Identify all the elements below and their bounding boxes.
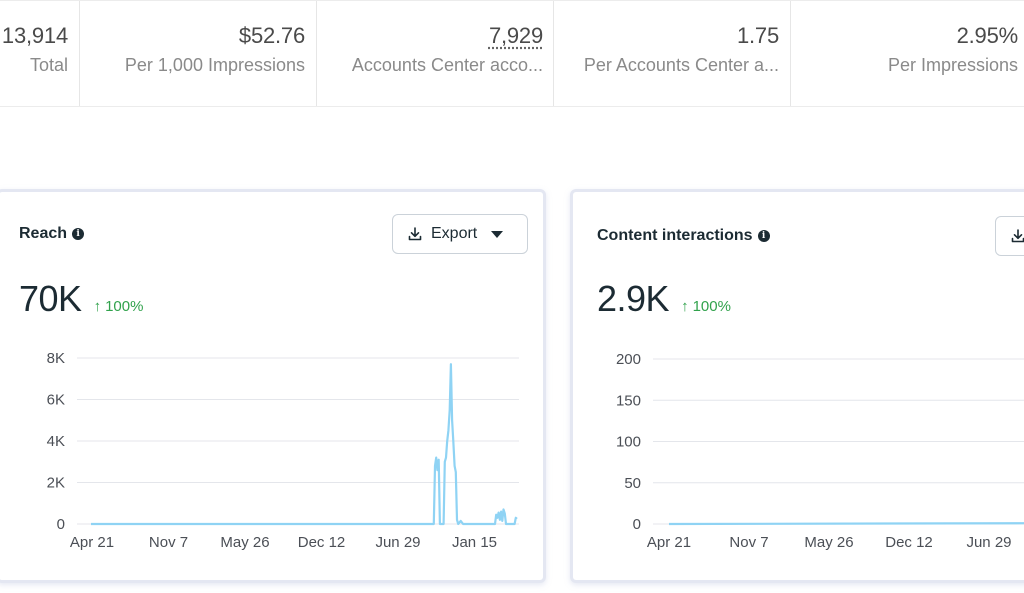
content-interactions-card: Content interactions i 2.9K ↑ 100% 0 50 10… xyxy=(570,189,1024,583)
export-button[interactable] xyxy=(995,216,1024,256)
reach-delta: ↑ 100% xyxy=(94,298,144,315)
metric-per-impressions: 2.95% Per Impressions xyxy=(791,1,1024,106)
x-tick-label: Nov 7 xyxy=(149,534,188,551)
content-interactions-chart: 0 50 100 150 200 Apr 21 Nov 7 May 26 Dec 12 Jun 2… xyxy=(616,351,1024,551)
metric-cpm: $52.76 Per 1,000 Impressions xyxy=(80,1,317,106)
download-icon xyxy=(1011,229,1024,243)
metric-value: 1.75 xyxy=(736,23,779,48)
metric-label: Total xyxy=(29,55,68,75)
export-label: Export xyxy=(431,225,478,242)
x-tick-label: Apr 21 xyxy=(647,534,691,551)
x-tick-label: Dec 12 xyxy=(298,534,346,551)
y-tick-label: 2K xyxy=(47,475,65,492)
reach-summary: 70K ↑ 100% xyxy=(19,278,143,320)
export-button[interactable]: Export xyxy=(392,214,528,254)
x-tick-label: May 26 xyxy=(804,534,853,551)
x-tick-label: Dec 12 xyxy=(885,534,933,551)
y-tick-label: 4K xyxy=(47,433,65,450)
content-interactions-title: Content interactions xyxy=(597,227,753,244)
y-tick-label: 50 xyxy=(624,475,641,492)
metric-value[interactable]: 7,929 xyxy=(488,23,543,48)
content-interactions-summary: 2.9K ↑ 100% xyxy=(597,278,731,320)
metric-total: 13,914 Total xyxy=(0,1,80,106)
content-interactions-value: 2.9K xyxy=(597,278,670,319)
y-tick-label: 8K xyxy=(47,350,65,367)
metric-label: Per 1,000 Impressions xyxy=(124,55,305,75)
x-tick-label: Apr 21 xyxy=(70,534,114,551)
x-tick-label: Jun 29 xyxy=(375,534,420,551)
info-icon[interactable]: i xyxy=(72,228,85,240)
metric-value: $52.76 xyxy=(238,23,305,48)
metric-label: Per Impressions xyxy=(887,55,1018,75)
reach-chart: 0 2K 4K 6K 8K Apr 21 Nov 7 May 26 Dec 12 Jun 29 Ja… xyxy=(47,350,519,551)
metric-label: Per Accounts Center a... xyxy=(583,55,779,75)
x-tick-label: Nov 7 xyxy=(729,534,768,551)
metrics-strip: 13,914 Total $52.76 Per 1,000 Impression… xyxy=(0,0,1024,107)
caret-down-icon xyxy=(491,230,504,238)
reach-title: Reach xyxy=(19,225,68,242)
reach-value: 70K xyxy=(19,278,82,319)
metric-value: 13,914 xyxy=(1,23,68,48)
y-tick-label: 100 xyxy=(616,434,641,451)
download-icon xyxy=(408,227,422,241)
x-tick-label: Jun 29 xyxy=(966,534,1011,551)
card-title: Content interactions i xyxy=(597,227,770,245)
y-tick-label: 0 xyxy=(57,516,65,533)
delta-value: 100% xyxy=(105,298,144,315)
y-tick-label: 200 xyxy=(616,351,641,368)
y-tick-label: 150 xyxy=(616,392,641,409)
metric-label: Accounts Center acco... xyxy=(351,55,543,75)
y-tick-label: 0 xyxy=(633,516,641,533)
series-line xyxy=(91,363,518,526)
y-tick-label: 6K xyxy=(47,392,65,409)
arrow-up-icon: ↑ xyxy=(681,298,689,315)
metric-per-accounts-center: 1.75 Per Accounts Center a... xyxy=(554,1,791,106)
metric-accounts-center[interactable]: 7,929 Accounts Center acco... xyxy=(317,1,554,106)
metric-value: 2.95% xyxy=(956,23,1019,48)
content-interactions-delta: ↑ 100% xyxy=(681,298,731,315)
delta-value: 100% xyxy=(692,298,731,315)
arrow-up-icon: ↑ xyxy=(93,298,102,315)
info-icon[interactable]: i xyxy=(757,230,770,242)
card-title: Reach i xyxy=(19,225,85,243)
x-tick-label: Jan 15 xyxy=(452,534,497,551)
x-tick-label: May 26 xyxy=(220,534,269,551)
series-line xyxy=(668,522,1024,526)
reach-card: Reach i Export 70K ↑ 100% 0 2K 4K 6K 8K Apr 2… xyxy=(0,189,546,583)
